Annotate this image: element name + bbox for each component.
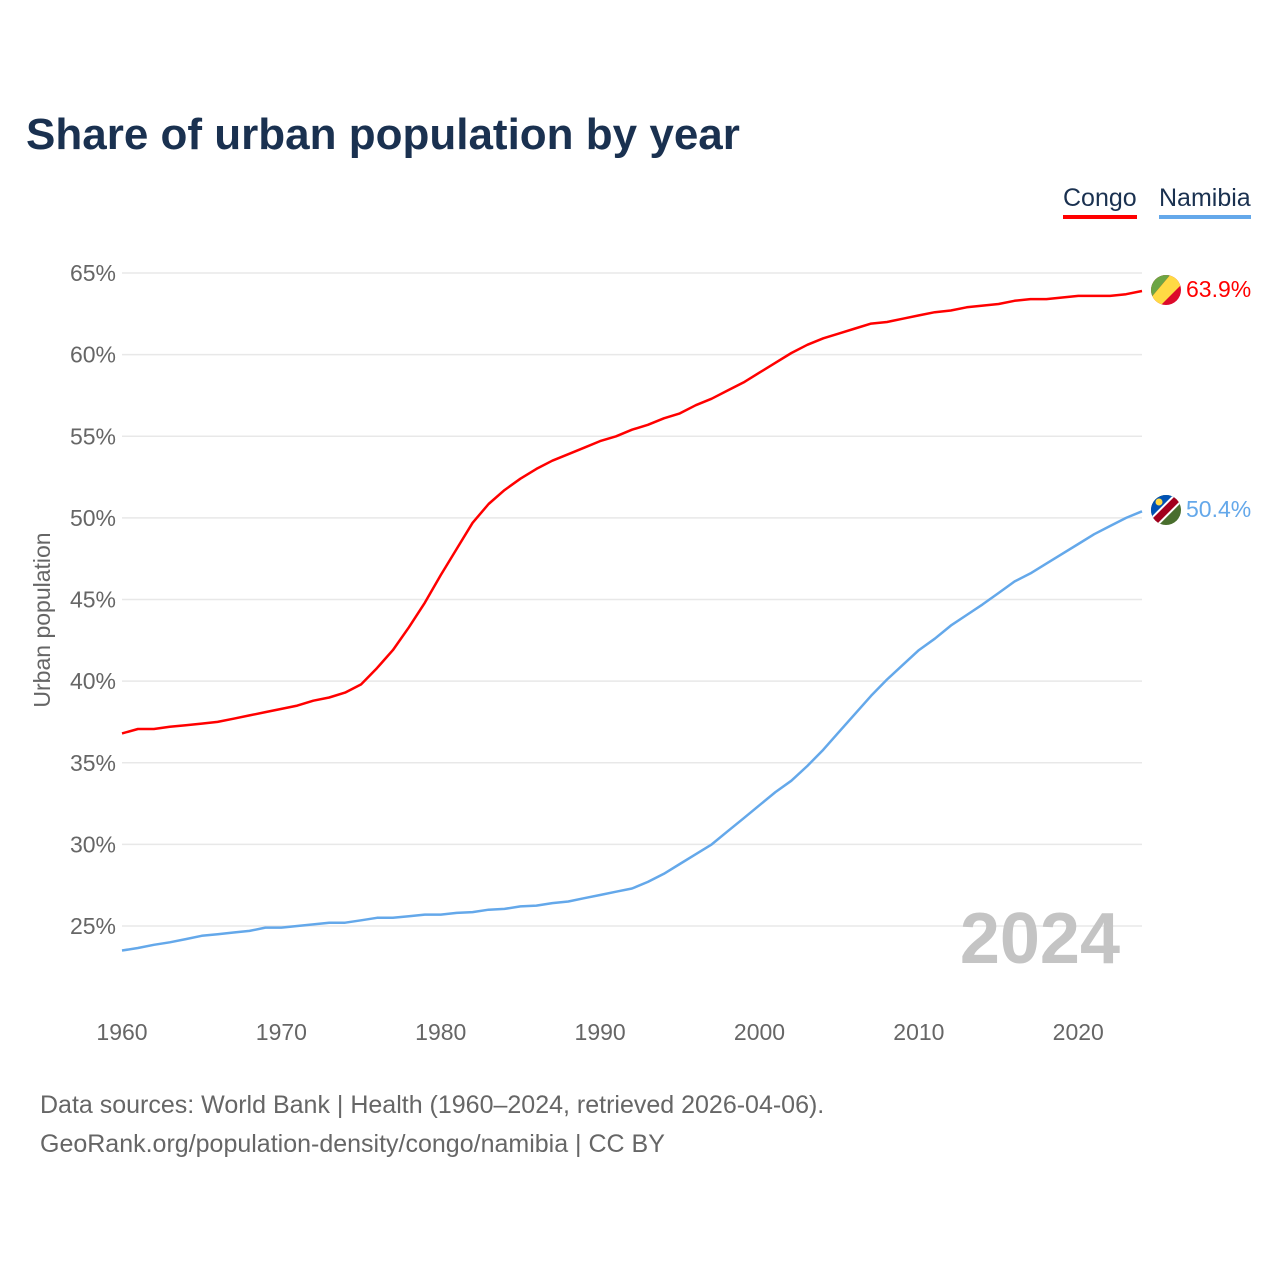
chart-title: Share of urban population by year xyxy=(26,110,740,159)
legend-item-namibia[interactable]: Namibia xyxy=(1159,184,1251,219)
data-source-text: Data sources: World Bank | Health (1960–… xyxy=(40,1091,825,1119)
congo-end-label: 63.9% xyxy=(1186,276,1251,302)
namibia-flag-icon xyxy=(1151,495,1181,525)
series-line-congo xyxy=(121,289,1143,735)
footer: Data sources: World Bank | Health (1960–… xyxy=(40,1086,824,1164)
year-watermark: 2024 xyxy=(960,899,1120,979)
y-tick-label: 45% xyxy=(70,587,116,613)
y-tick-label: 65% xyxy=(70,260,116,286)
x-tick-label: 1970 xyxy=(256,1019,307,1045)
y-tick-label: 60% xyxy=(70,342,116,368)
x-tick-label: 2000 xyxy=(734,1019,785,1045)
y-tick-label: 35% xyxy=(70,750,116,776)
x-tick-label: 2010 xyxy=(893,1019,944,1045)
y-tick-label: 50% xyxy=(70,505,116,531)
series-line-namibia xyxy=(121,510,1143,952)
legend-item-congo[interactable]: Congo xyxy=(1063,184,1137,219)
namibia-end-label: 50.4% xyxy=(1186,496,1251,522)
y-tick-label: 55% xyxy=(70,423,116,449)
x-tick-label: 1980 xyxy=(415,1019,466,1045)
x-tick-label: 1960 xyxy=(96,1019,147,1045)
y-axis-label: Urban population xyxy=(29,532,55,707)
y-tick-label: 25% xyxy=(70,913,116,939)
x-tick-label: 2020 xyxy=(1053,1019,1104,1045)
y-tick-label: 30% xyxy=(70,831,116,857)
x-tick-label: 1990 xyxy=(575,1019,626,1045)
y-tick-label: 40% xyxy=(70,668,116,694)
source-link[interactable]: GeoRank.org/population-density/congo/nam… xyxy=(40,1130,665,1158)
congo-flag-icon xyxy=(1151,275,1181,305)
